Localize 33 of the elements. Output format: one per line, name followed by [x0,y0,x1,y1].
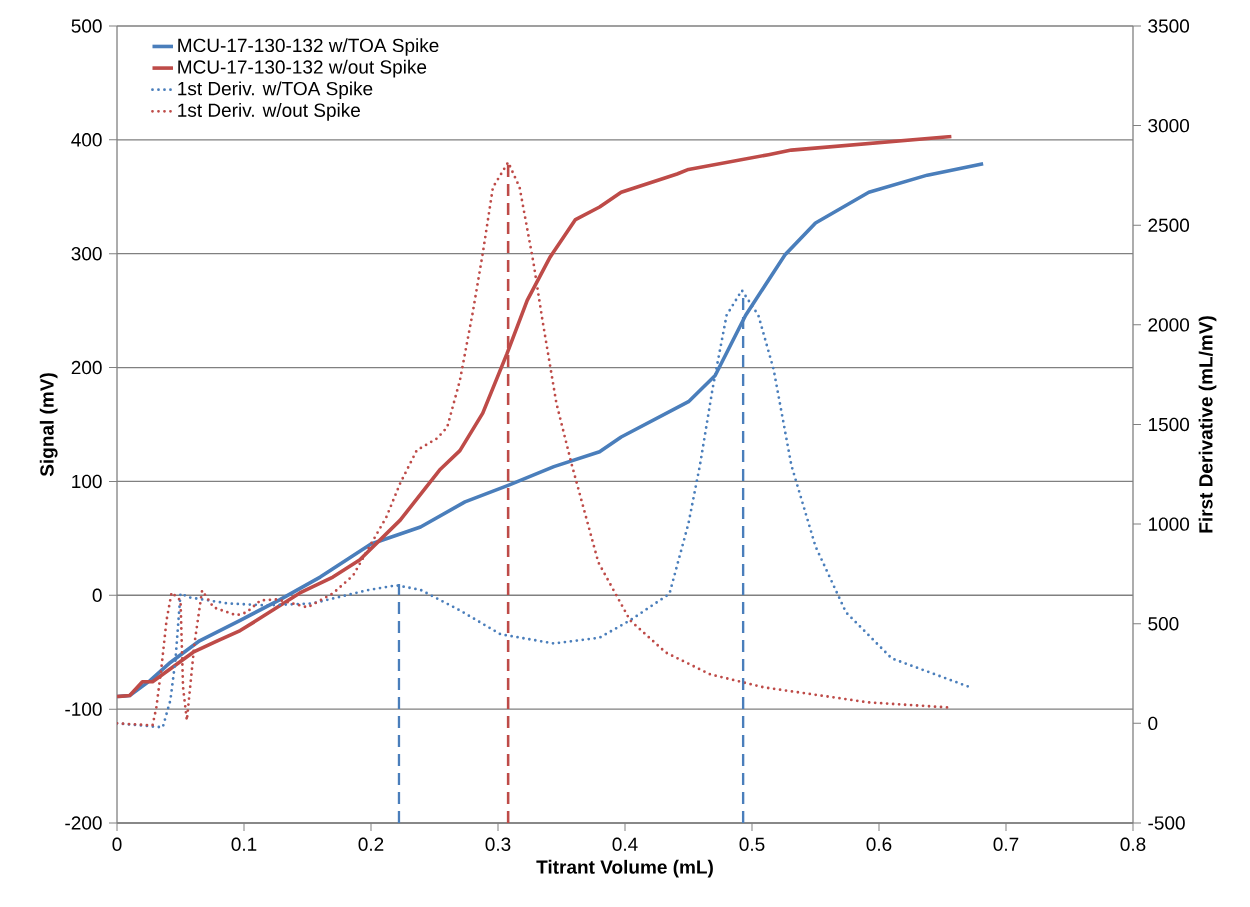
x-tick-label: 0.7 [993,837,1019,851]
y2-tick-label: 500 [1148,617,1179,631]
y-tick-label: 200 [71,360,102,375]
y-tick-label: -100 [65,702,102,716]
y-axis-title: Signal (mV) [39,373,58,477]
y-tick-label: 300 [71,246,102,261]
y2-tick-label: 2500 [1148,218,1190,232]
x-tick-label: 0.2 [358,837,384,851]
y2-tick-label: 3000 [1148,118,1190,133]
y2-tick-label: 1000 [1148,517,1190,531]
y2-tick-label: 0 [1148,716,1158,731]
x-tick-label: 0 [112,837,122,851]
x-tick-label: 0.5 [739,837,765,851]
y2-tick-label: 1500 [1148,417,1190,432]
x-tick-label: 0.3 [485,837,511,851]
x-axis-title: Titrant Volume (mL) [536,859,713,878]
y-tick-label: 500 [71,19,102,33]
y2-tick-label: -500 [1148,816,1185,830]
y-tick-label: -200 [65,816,102,830]
y-tick-label: 0 [92,588,102,602]
x-tick-label: 0.4 [612,837,638,851]
y-tick-label: 100 [72,474,102,489]
x-tick-label: 0.8 [1120,837,1146,851]
legend-label: 1st Deriv. w/TOA Spike [178,81,373,100]
legend-label: 1st Deriv. w/out Spike [178,103,360,121]
y2-axis-title: First Derivative (mL/mV) [1198,316,1217,533]
y2-tick-label: 3500 [1148,19,1190,33]
y2-tick-label: 2000 [1148,318,1190,332]
x-tick-label: 0.1 [231,837,257,851]
y-tick-label: 400 [71,133,102,147]
legend-label: MCU-17-130-132 w/out Spike [178,59,427,78]
x-tick-label: 0.6 [866,837,892,851]
legend-label: MCU-17-130-132 w/TOA Spike [178,38,439,56]
